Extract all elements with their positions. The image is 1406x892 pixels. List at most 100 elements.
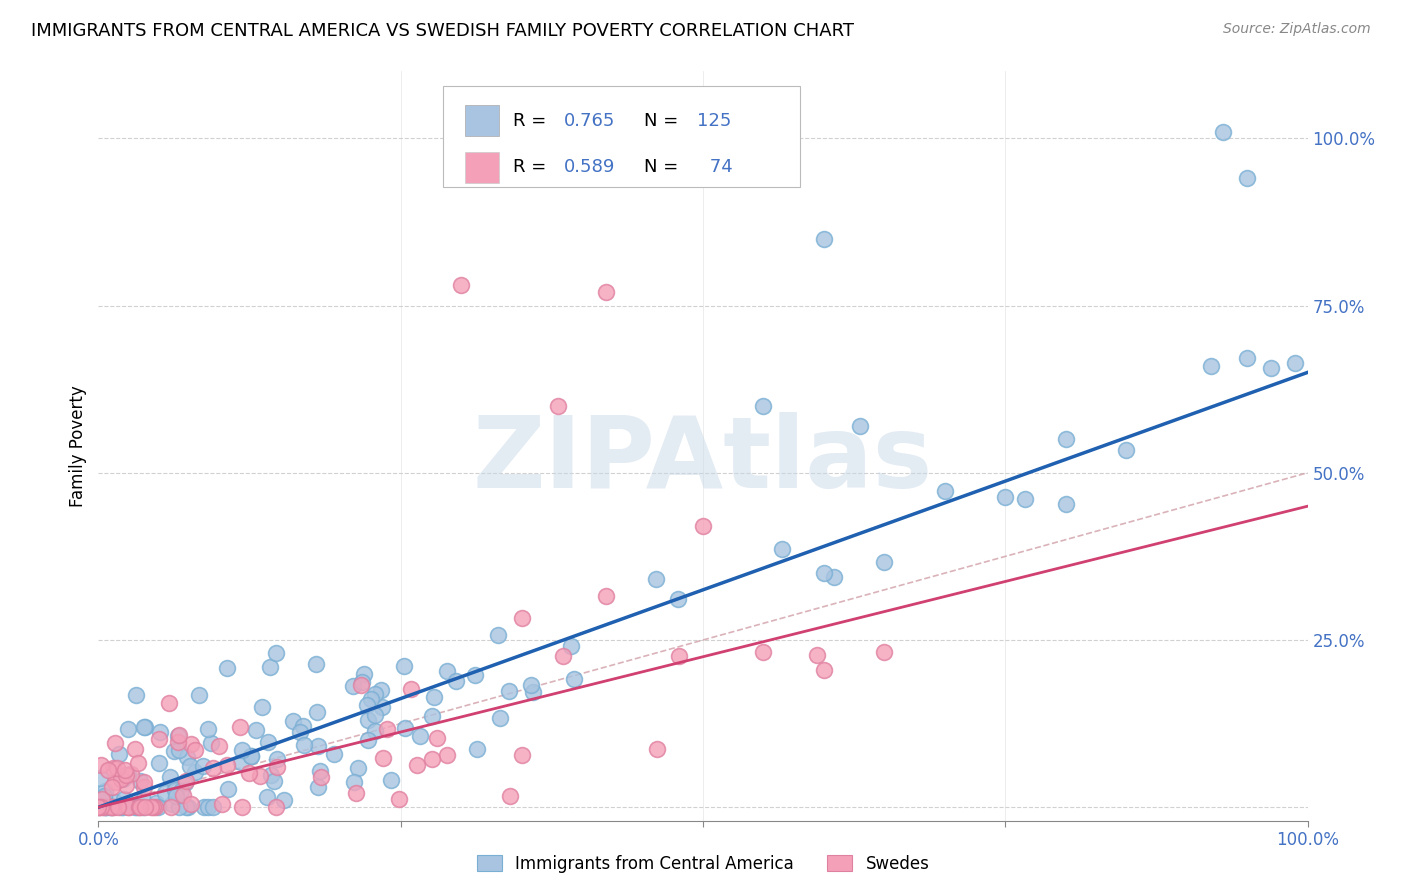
- Point: [160, 797, 183, 811]
- FancyBboxPatch shape: [465, 105, 499, 136]
- Point: [752, 645, 775, 659]
- Point: [309, 764, 332, 778]
- Point: [111, 772, 134, 786]
- Point: [363, 687, 385, 701]
- Point: [202, 761, 225, 775]
- Point: [165, 782, 187, 797]
- Point: [934, 483, 956, 498]
- Point: [105, 760, 128, 774]
- Point: [1199, 359, 1222, 373]
- Point: [197, 722, 219, 736]
- Point: [127, 756, 149, 770]
- Point: [115, 768, 138, 782]
- Point: [307, 705, 329, 719]
- Point: [180, 797, 202, 811]
- Point: [160, 800, 183, 814]
- Point: [353, 666, 375, 681]
- Point: [159, 770, 181, 784]
- Text: R =: R =: [513, 112, 553, 129]
- Point: [405, 758, 427, 772]
- Point: [145, 796, 167, 810]
- Point: [510, 610, 533, 624]
- Point: [360, 692, 382, 706]
- Point: [89, 800, 111, 814]
- Point: [124, 800, 146, 814]
- Point: [250, 699, 273, 714]
- Point: [551, 648, 574, 663]
- Point: [93, 800, 115, 814]
- Point: [90, 800, 112, 814]
- Point: [264, 800, 287, 814]
- Point: [245, 723, 267, 738]
- Point: [420, 752, 443, 766]
- Point: [256, 734, 278, 748]
- Point: [174, 776, 197, 790]
- Point: [167, 734, 190, 748]
- Point: [174, 774, 197, 789]
- Text: 0.589: 0.589: [564, 158, 616, 177]
- Point: [188, 688, 211, 702]
- Point: [420, 709, 443, 723]
- Text: 125: 125: [697, 112, 731, 129]
- Text: ZIPAtlas: ZIPAtlas: [472, 412, 934, 509]
- Point: [266, 752, 288, 766]
- Point: [128, 800, 150, 814]
- Point: [873, 645, 896, 659]
- Point: [208, 739, 231, 753]
- Point: [134, 800, 156, 814]
- Point: [239, 749, 262, 764]
- Point: [1212, 125, 1234, 139]
- Point: [111, 800, 134, 814]
- Point: [231, 800, 253, 814]
- Point: [1054, 497, 1077, 511]
- Point: [595, 589, 617, 603]
- Point: [167, 743, 190, 757]
- Point: [104, 795, 127, 809]
- Point: [132, 719, 155, 733]
- Point: [193, 800, 215, 814]
- Point: [89, 772, 111, 786]
- Point: [547, 399, 569, 413]
- Point: [131, 800, 153, 814]
- Point: [100, 800, 122, 814]
- Point: [217, 781, 239, 796]
- Point: [176, 750, 198, 764]
- Point: [179, 759, 201, 773]
- Point: [93, 789, 115, 803]
- Point: [215, 757, 238, 772]
- Text: 0.765: 0.765: [564, 112, 616, 129]
- Point: [409, 729, 432, 743]
- Point: [305, 657, 328, 671]
- Point: [103, 775, 125, 789]
- Point: [806, 648, 828, 662]
- Point: [488, 711, 510, 725]
- Point: [110, 800, 132, 814]
- Point: [644, 572, 666, 586]
- Point: [101, 780, 124, 794]
- Point: [752, 399, 775, 413]
- Point: [342, 679, 364, 693]
- Point: [120, 767, 142, 781]
- Point: [117, 723, 139, 737]
- Point: [595, 285, 617, 300]
- Point: [211, 797, 233, 811]
- Point: [115, 778, 138, 792]
- Text: Source: ZipAtlas.com: Source: ZipAtlas.com: [1223, 22, 1371, 37]
- Point: [423, 690, 446, 704]
- Point: [356, 713, 378, 727]
- Text: R =: R =: [513, 158, 553, 177]
- Point: [668, 649, 690, 664]
- Point: [155, 786, 177, 800]
- Point: [240, 748, 263, 763]
- Point: [134, 720, 156, 734]
- Point: [104, 736, 127, 750]
- Point: [873, 555, 896, 569]
- Point: [371, 700, 394, 714]
- Point: [264, 646, 287, 660]
- Point: [167, 728, 190, 742]
- Point: [174, 800, 197, 814]
- Point: [994, 491, 1017, 505]
- Point: [129, 800, 152, 814]
- Point: [1260, 360, 1282, 375]
- Point: [125, 689, 148, 703]
